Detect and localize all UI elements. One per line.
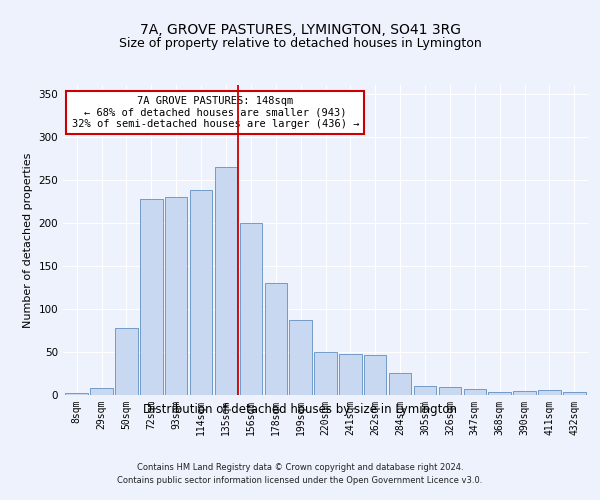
Bar (91, 388, 113, 395)
Bar (265, 283, 287, 395)
Bar (439, 387, 461, 395)
Bar (514, 390, 536, 395)
Bar (314, 352, 337, 395)
Bar (289, 320, 312, 395)
Text: Contains HM Land Registry data © Crown copyright and database right 2024.: Contains HM Land Registry data © Crown c… (137, 462, 463, 471)
Bar (190, 190, 212, 395)
Bar (239, 223, 262, 395)
Bar (389, 374, 412, 395)
Bar (115, 328, 137, 395)
Bar (140, 198, 163, 395)
Bar (165, 197, 187, 395)
Text: Size of property relative to detached houses in Lymington: Size of property relative to detached ho… (119, 38, 481, 51)
Bar (339, 354, 362, 395)
Bar (364, 356, 386, 395)
Bar (414, 386, 436, 395)
Y-axis label: Number of detached properties: Number of detached properties (23, 152, 33, 328)
Text: Distribution of detached houses by size in Lymington: Distribution of detached houses by size … (143, 402, 457, 415)
Bar (65, 394, 88, 395)
Text: 7A GROVE PASTURES: 148sqm
← 68% of detached houses are smaller (943)
32% of semi: 7A GROVE PASTURES: 148sqm ← 68% of detac… (71, 96, 359, 129)
Bar (538, 390, 560, 395)
Bar (563, 392, 586, 395)
Text: Contains public sector information licensed under the Open Government Licence v3: Contains public sector information licen… (118, 476, 482, 485)
Bar (464, 389, 486, 395)
Bar (215, 167, 237, 395)
Bar (488, 392, 511, 395)
Text: 7A, GROVE PASTURES, LYMINGTON, SO41 3RG: 7A, GROVE PASTURES, LYMINGTON, SO41 3RG (139, 22, 461, 36)
